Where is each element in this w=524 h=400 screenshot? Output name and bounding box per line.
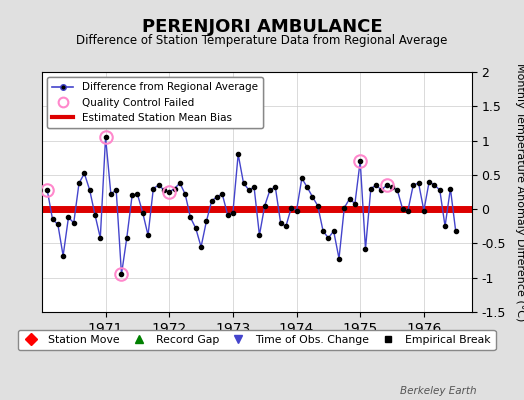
Text: Difference of Station Temperature Data from Regional Average: Difference of Station Temperature Data f…	[77, 34, 447, 47]
Legend: Difference from Regional Average, Quality Control Failed, Estimated Station Mean: Difference from Regional Average, Qualit…	[47, 77, 263, 128]
Legend: Station Move, Record Gap, Time of Obs. Change, Empirical Break: Station Move, Record Gap, Time of Obs. C…	[18, 330, 496, 350]
Text: Berkeley Earth: Berkeley Earth	[400, 386, 477, 396]
Text: PERENJORI AMBULANCE: PERENJORI AMBULANCE	[141, 18, 383, 36]
Y-axis label: Monthly Temperature Anomaly Difference (°C): Monthly Temperature Anomaly Difference (…	[515, 63, 524, 321]
